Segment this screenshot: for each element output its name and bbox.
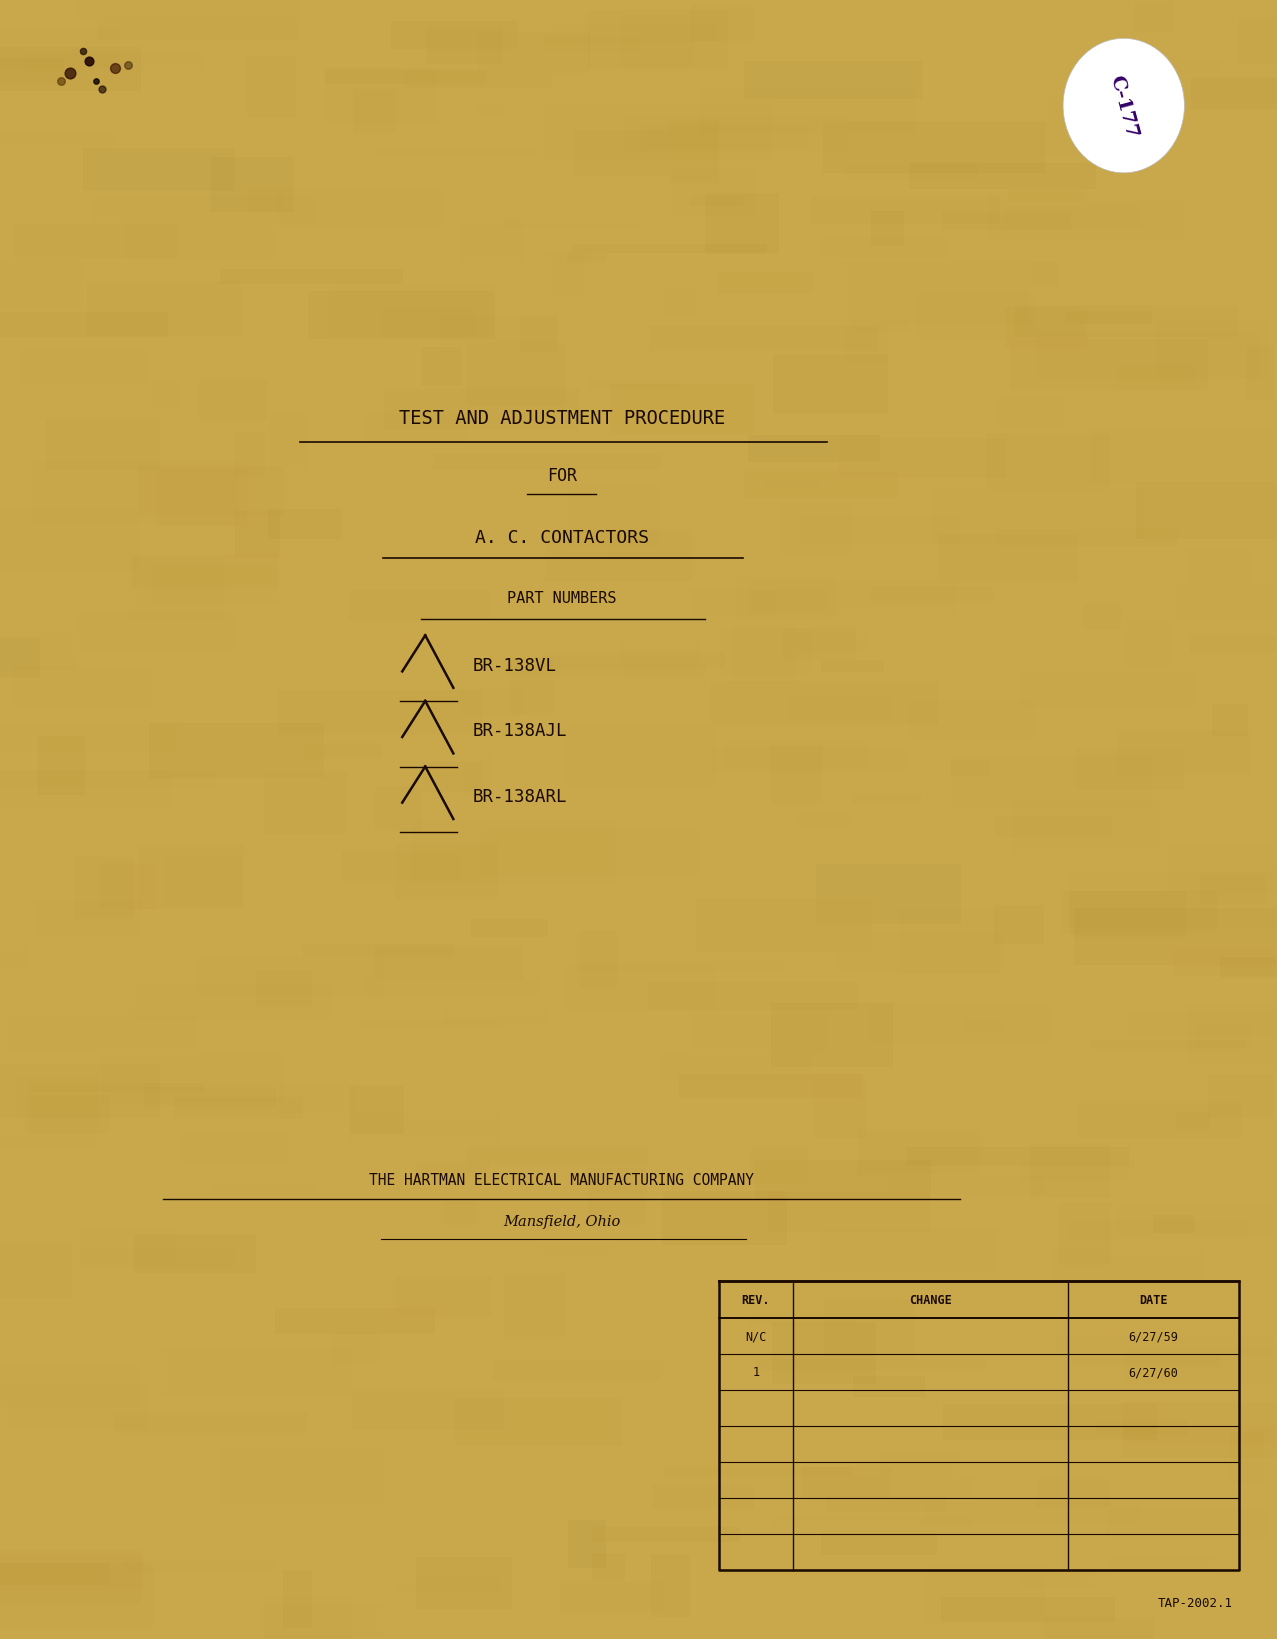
Point [51, 69, 72, 95]
Text: DATE: DATE [1139, 1293, 1167, 1306]
Point [73, 39, 93, 66]
Text: 6/27/59: 6/27/59 [1128, 1329, 1179, 1342]
Point [117, 52, 138, 79]
Text: 1: 1 [752, 1365, 760, 1378]
Text: CHANGE: CHANGE [909, 1293, 951, 1306]
Text: BR-138AJL: BR-138AJL [472, 723, 567, 739]
Text: THE HARTMAN ELECTRICAL MANUFACTURING COMPANY: THE HARTMAN ELECTRICAL MANUFACTURING COM… [369, 1172, 755, 1188]
Text: BR-138VL: BR-138VL [472, 657, 557, 674]
Text: TEST AND ADJUSTMENT PROCEDURE: TEST AND ADJUSTMENT PROCEDURE [398, 408, 725, 428]
Text: 6/27/60: 6/27/60 [1128, 1365, 1179, 1378]
Text: C-177: C-177 [1107, 74, 1140, 139]
Text: Mansfield, Ohio: Mansfield, Ohio [503, 1214, 621, 1228]
Point [86, 69, 106, 95]
Text: N/C: N/C [746, 1329, 766, 1342]
Text: A. C. CONTACTORS: A. C. CONTACTORS [475, 529, 649, 546]
Point [105, 56, 125, 82]
Text: FOR: FOR [547, 467, 577, 484]
Text: REV.: REV. [742, 1293, 770, 1306]
Text: PART NUMBERS: PART NUMBERS [507, 590, 617, 606]
Ellipse shape [1062, 39, 1185, 174]
Text: TAP-2002.1: TAP-2002.1 [1157, 1596, 1232, 1609]
Point [79, 49, 100, 75]
Point [92, 77, 112, 103]
Point [60, 61, 80, 87]
Text: BR-138ARL: BR-138ARL [472, 788, 567, 805]
